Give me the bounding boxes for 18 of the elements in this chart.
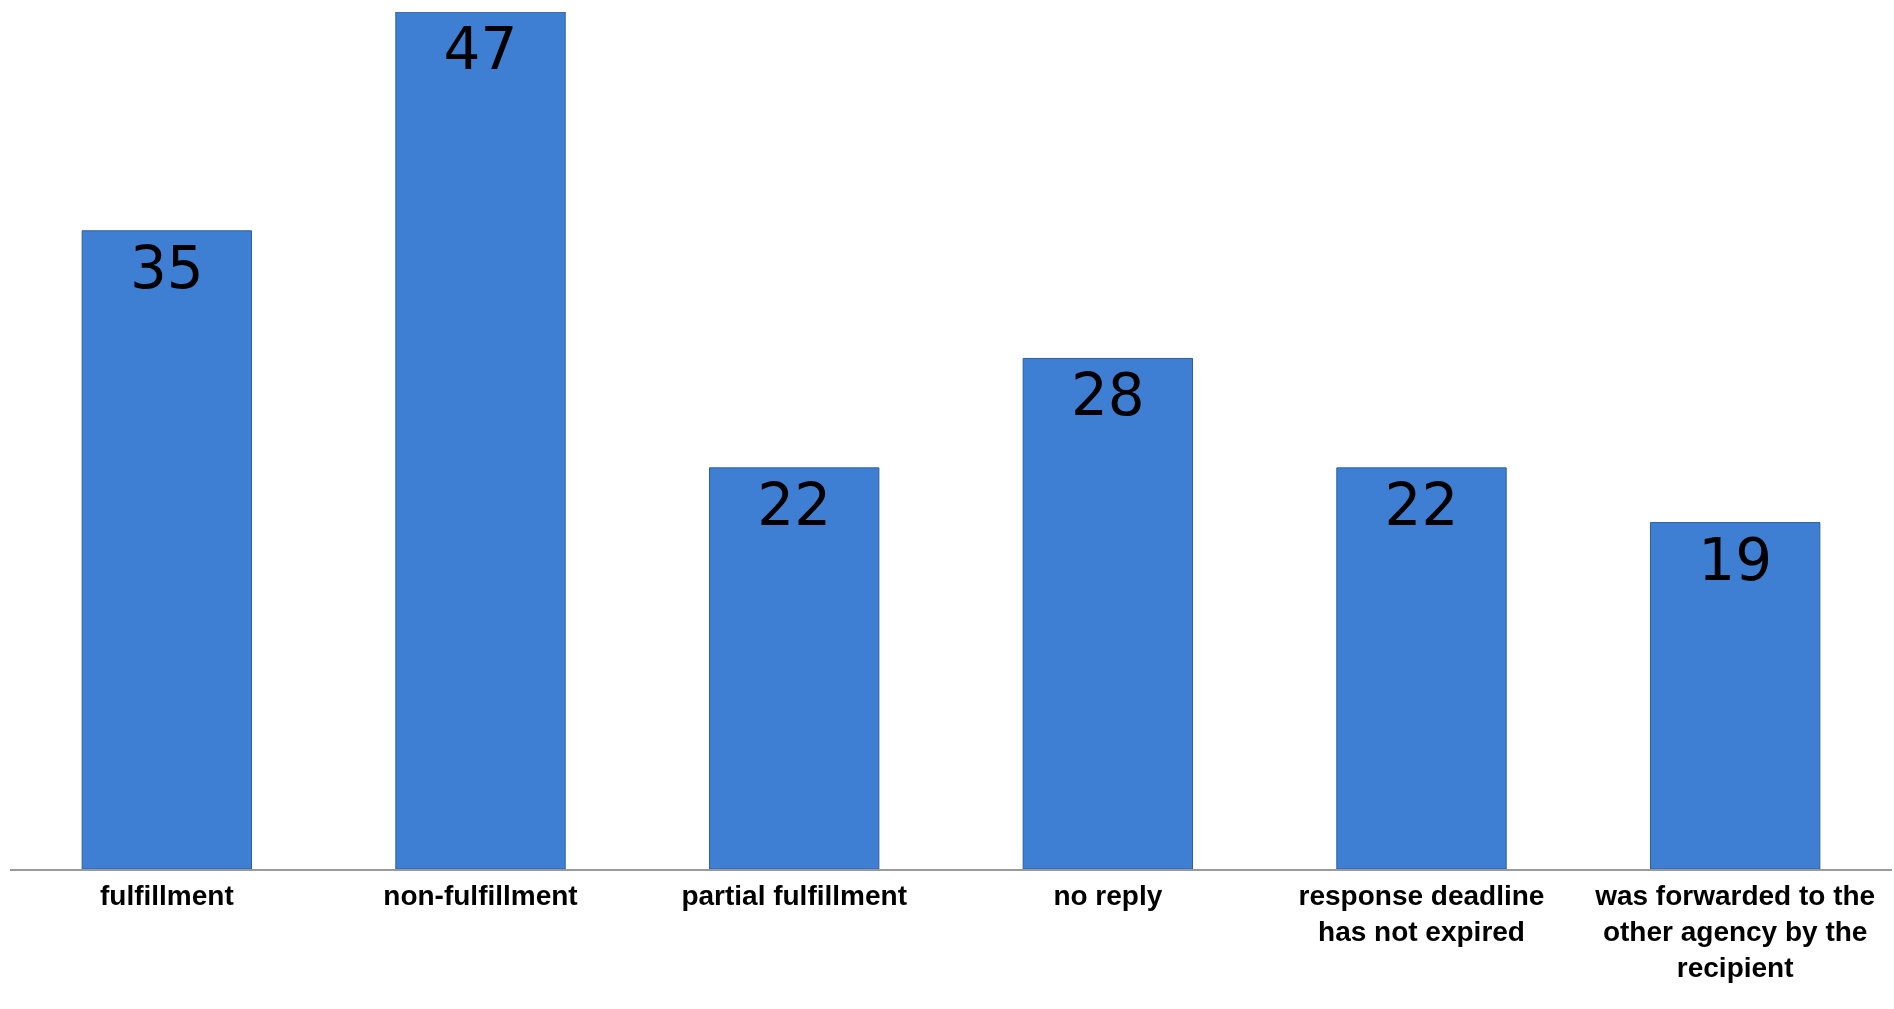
bar (1022, 357, 1194, 869)
x-tick-label: no reply (1053, 879, 1163, 911)
data-label: 28 (1070, 361, 1145, 430)
data-label: 19 (1698, 525, 1773, 594)
x-tick-label: was forwarded to the other agency by the recipient (1594, 879, 1876, 984)
bar (708, 467, 880, 869)
data-label: 47 (443, 15, 518, 83)
x-tick-label: response deadline has not expired (1298, 879, 1545, 947)
bar (395, 12, 566, 869)
x-tick-label: partial fulfillment (681, 879, 907, 911)
data-label: 22 (757, 470, 832, 539)
data-label: 35 (129, 233, 204, 302)
x-tick-label: fulfillment (99, 879, 234, 911)
bar (1336, 467, 1507, 869)
data-label: 22 (1384, 470, 1459, 539)
bar (1649, 522, 1821, 869)
bar (81, 230, 253, 869)
x-tick-label: non-fulfillment (383, 879, 578, 911)
